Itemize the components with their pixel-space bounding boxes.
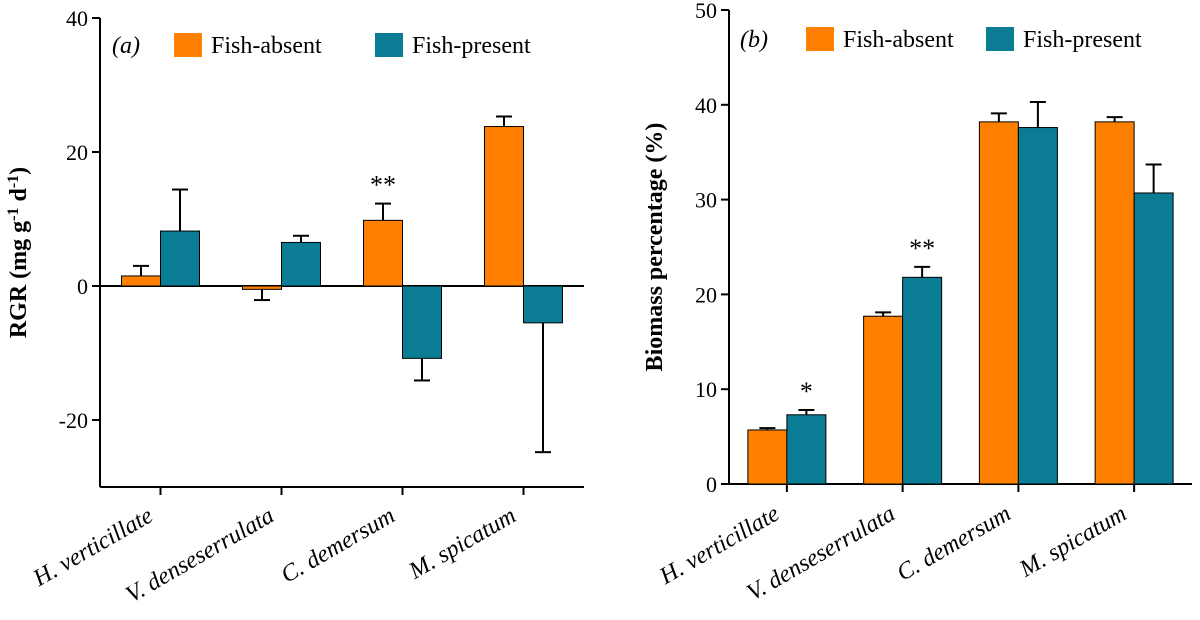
- y-tick-label: 40: [695, 93, 717, 118]
- y-tick-label: 40: [66, 6, 88, 31]
- bar: [121, 275, 161, 287]
- y-axis-label-part: -1: [5, 208, 22, 221]
- legend-label: Fish-present: [1023, 27, 1142, 53]
- bar: [863, 315, 904, 485]
- y-axis-label-part: ): [6, 167, 32, 175]
- category-label: M. spicatum: [1014, 501, 1131, 583]
- y-axis-label-part: RGR (mg g: [6, 221, 32, 338]
- significance-marker: **: [370, 171, 396, 200]
- bar: [1133, 192, 1174, 485]
- y-tick-label: 20: [66, 140, 88, 165]
- y-axis-label: Biomass percentage (%): [642, 123, 668, 372]
- y-tick-label: 30: [695, 188, 717, 213]
- significance-marker: *: [800, 377, 813, 406]
- category-label: C. demersum: [277, 503, 400, 589]
- y-tick-label: 0: [77, 274, 88, 299]
- bar: [363, 219, 403, 287]
- panel-label: (a): [112, 33, 140, 59]
- bar: [902, 276, 943, 485]
- y-tick-label: 20: [695, 282, 717, 307]
- panel-label: (b): [740, 27, 768, 53]
- bar: [523, 285, 563, 324]
- bar: [242, 285, 282, 290]
- y-tick-label: 10: [695, 377, 717, 402]
- legend-swatch: [806, 27, 834, 51]
- category-label: C. demersum: [893, 501, 1016, 587]
- bar: [747, 429, 788, 485]
- legend-swatch: [375, 33, 403, 57]
- legend-label: Fish-absent: [843, 27, 954, 53]
- y-axis-label: RGR (mg g-1 d-1): [5, 167, 32, 338]
- bar: [402, 285, 442, 359]
- bar: [484, 126, 524, 287]
- category-label: M. spicatum: [404, 503, 521, 585]
- bar: [160, 230, 200, 287]
- bar: [1017, 127, 1058, 485]
- legend-label: Fish-absent: [211, 33, 322, 59]
- legend-label: Fish-present: [412, 33, 531, 59]
- y-tick-label: 50: [695, 0, 717, 23]
- bar: [786, 414, 827, 485]
- bar: [978, 121, 1019, 485]
- bar: [281, 241, 321, 287]
- significance-marker: **: [909, 234, 935, 263]
- legend-swatch: [986, 27, 1014, 51]
- legend-swatch: [174, 33, 202, 57]
- y-axis-label-part: -1: [5, 175, 22, 188]
- y-tick-label: -20: [59, 408, 88, 433]
- bar: [1094, 121, 1135, 485]
- y-tick-label: 0: [706, 472, 717, 497]
- y-axis-label-part: d: [6, 188, 32, 208]
